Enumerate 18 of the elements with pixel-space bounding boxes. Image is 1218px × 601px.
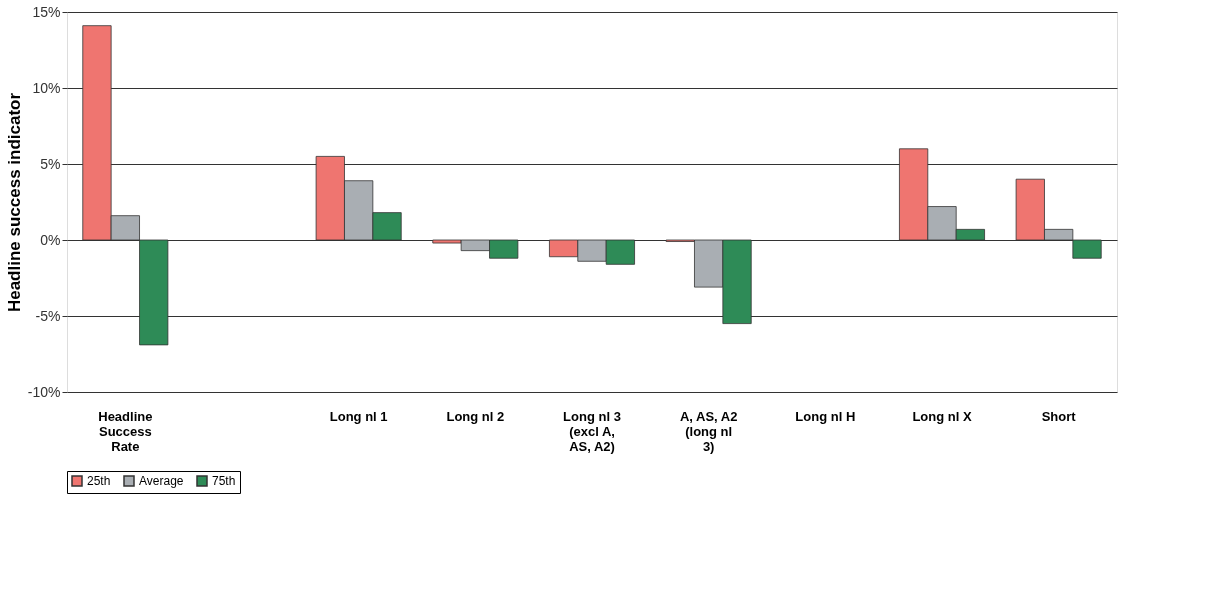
- y-tick-label: 15%: [32, 3, 61, 20]
- legend-label: 25th: [87, 474, 111, 488]
- x-tick-label: Long nl 1: [329, 408, 388, 424]
- x-tick-label: Long nl H: [795, 408, 856, 424]
- legend-label: 75th: [212, 474, 236, 488]
- y-axis-title: Headline success indicator: [4, 92, 24, 313]
- y-tick-label: -10%: [27, 383, 61, 400]
- x-tick-label: Long nl 2: [446, 408, 505, 424]
- y-tick-label: -5%: [35, 307, 61, 324]
- y-tick-label: 0%: [40, 231, 61, 248]
- x-tick-label: Headline Success Rate: [98, 408, 153, 454]
- x-tick-label: Short: [1041, 408, 1077, 424]
- x-tick-label: A, AS, A2 (long nl 3): [679, 408, 738, 454]
- legend-label: Average: [139, 474, 184, 488]
- x-tick-label: Long nl X: [912, 408, 972, 424]
- y-tick-label: 5%: [40, 155, 61, 172]
- x-tick-label: Long nl 3 (excl A, AS, A2): [563, 408, 621, 454]
- y-tick-label: 10%: [32, 79, 61, 96]
